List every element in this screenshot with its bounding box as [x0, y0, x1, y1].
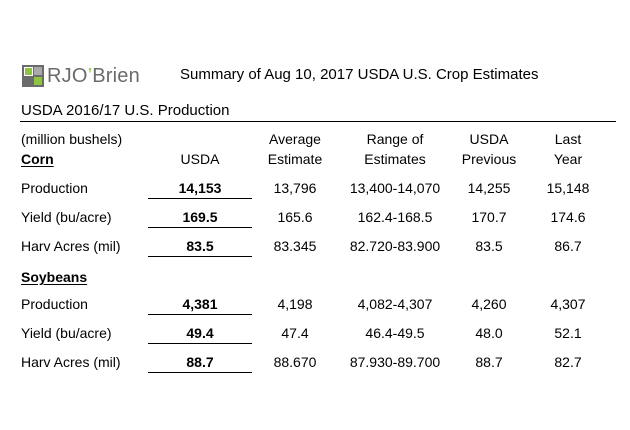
usda-value: 14,153 — [178, 180, 222, 196]
row-label: Harv Acres (mil) — [21, 238, 121, 254]
header-previous-line2: Previous — [461, 151, 517, 167]
last-year-value: 15,148 — [546, 180, 590, 196]
usda-cell-rule — [148, 372, 252, 373]
usda-value: 49.4 — [186, 325, 214, 341]
header-last-year-line2: Year — [553, 151, 583, 167]
range-value: 87.930-89.700 — [349, 354, 441, 370]
range-value: 46.4-49.5 — [365, 325, 425, 341]
last-year-value: 52.1 — [554, 325, 582, 341]
soybeans-heading: Soybeans — [21, 269, 88, 285]
last-year-value: 82.7 — [554, 354, 582, 370]
header-usda: USDA — [180, 151, 220, 167]
header-average-line1: Average — [269, 131, 321, 147]
usda-cell-rule — [148, 256, 252, 257]
section-divider — [20, 121, 616, 122]
previous-value: 170.7 — [471, 209, 507, 225]
section-title: USDA 2016/17 U.S. Production — [21, 102, 230, 119]
row-label: Harv Acres (mil) — [21, 354, 121, 370]
average-value: 47.4 — [281, 325, 309, 341]
average-value: 165.6 — [277, 209, 313, 225]
usda-cell-rule — [148, 314, 252, 315]
usda-value: 83.5 — [186, 238, 214, 254]
usda-cell-rule — [148, 198, 252, 199]
usda-cell-rule — [148, 343, 252, 344]
header-average-line2: Estimate — [267, 151, 323, 167]
logo-mark-icon — [22, 65, 44, 87]
last-year-value: 86.7 — [554, 238, 582, 254]
units-label: (million bushels) — [21, 131, 123, 147]
average-value: 88.670 — [273, 354, 317, 370]
range-value: 162.4-168.5 — [357, 209, 433, 225]
previous-value: 14,255 — [467, 180, 511, 196]
logo-wordmark: RJO’Brien — [47, 64, 140, 87]
previous-value: 83.5 — [475, 238, 503, 254]
range-value: 82.720-83.900 — [349, 238, 441, 254]
rjobrien-logo: RJO’Brien — [22, 62, 140, 90]
header-previous-line1: USDA — [469, 131, 509, 147]
last-year-value: 4,307 — [550, 296, 586, 312]
row-label: Production — [21, 180, 88, 196]
usda-cell-rule — [148, 227, 252, 228]
previous-value: 48.0 — [475, 325, 503, 341]
row-label: Yield (bu/acre) — [21, 209, 112, 225]
header-range-line2: Estimates — [364, 151, 426, 167]
row-label: Yield (bu/acre) — [21, 325, 112, 341]
header-range-line1: Range of — [366, 131, 424, 147]
last-year-value: 174.6 — [550, 209, 586, 225]
range-value: 4,082-4,307 — [357, 296, 433, 312]
usda-value: 169.5 — [182, 209, 218, 225]
corn-heading: Corn — [21, 151, 54, 167]
usda-value: 4,381 — [182, 296, 218, 312]
previous-value: 88.7 — [475, 354, 503, 370]
range-value: 13,400-14,070 — [349, 180, 441, 196]
report-title: Summary of Aug 10, 2017 USDA U.S. Crop E… — [180, 66, 539, 83]
average-value: 4,198 — [277, 296, 313, 312]
header-last-year-line1: Last — [554, 131, 582, 147]
row-label: Production — [21, 296, 88, 312]
average-value: 83.345 — [273, 238, 317, 254]
average-value: 13,796 — [273, 180, 317, 196]
previous-value: 4,260 — [471, 296, 507, 312]
usda-value: 88.7 — [186, 354, 214, 370]
